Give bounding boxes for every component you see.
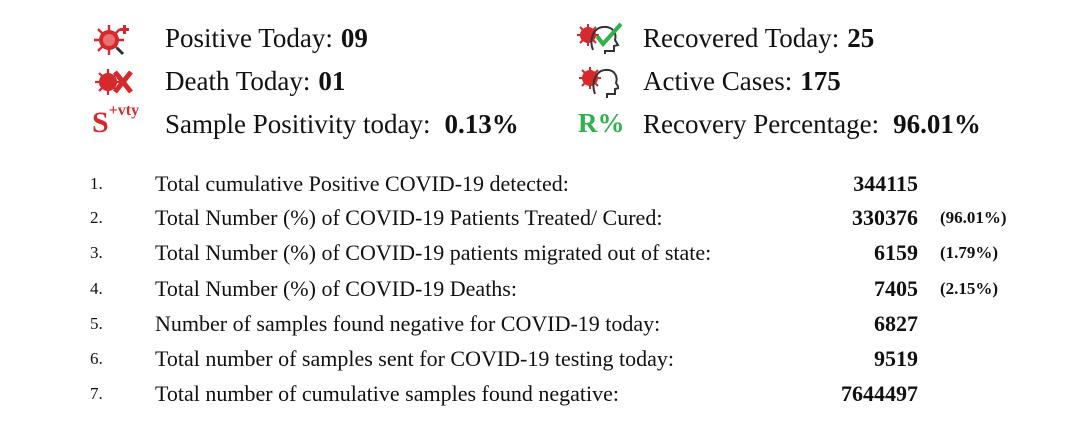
death-today-value: 01 [318,65,346,96]
active-cases-value: 175 [800,65,841,96]
sample-positivity-stat: Sample Positivity today: 0.13% [165,106,519,142]
row-percent: (1.79%) [940,243,999,262]
row-value: 6159 [874,240,918,265]
recovered-today-label: Recovered Today: [643,22,840,53]
sample-positivity-value: 0.13% [444,108,519,139]
recovered-today-stat: Recovered Today: 25 [643,20,874,56]
recovered-today-value: 25 [847,22,875,53]
row-text: Total number of cumulative samples found… [155,381,619,406]
row-number: 4. [90,279,103,298]
positive-today-value: 09 [340,22,368,53]
recovered-head-check-icon [577,22,623,54]
row-value: 344115 [853,171,918,196]
row-number: 1. [90,174,103,193]
list-item: 5. Number of samples found negative for … [0,311,1080,341]
row-number: 5. [90,314,103,333]
row-number: 7. [90,384,103,403]
list-item: 1. Total cumulative Positive COVID-19 de… [0,171,1080,201]
row-number: 3. [90,243,103,262]
positive-today-label: Positive Today: [165,22,333,53]
sample-positivity-symbol-main: S [92,106,109,139]
virus-plus-icon [94,25,129,56]
sample-positivity-label: Sample Positivity today: [165,108,431,139]
row-value: 330376 [852,205,918,230]
row-number: 2. [90,208,103,227]
row-text: Total Number (%) of COVID-19 patients mi… [155,240,712,265]
row-percent: (2.15%) [940,279,999,298]
sample-positivity-symbol: S+vty [92,102,139,140]
row-value: 7405 [874,276,918,301]
list-item: 2. Total Number (%) of COVID-19 Patients… [0,205,1080,235]
recovery-percentage-value: 96.01% [893,108,981,139]
death-today-label: Death Today: [165,65,311,96]
positive-today-stat: Positive Today: 09 [165,20,368,56]
row-percent: (96.01%) [940,208,1007,227]
recovery-percentage-stat: Recovery Percentage: 96.01% [643,106,981,142]
recovery-percentage-symbol: R% [578,108,625,138]
row-text: Total Number (%) of COVID-19 Patients Tr… [155,205,663,230]
row-value: 6827 [874,311,918,336]
row-text: Total Number (%) of COVID-19 Deaths: [155,276,517,301]
virus-cross-icon [95,69,133,95]
list-item: 7. Total number of cumulative samples fo… [0,381,1080,411]
list-item: 4. Total Number (%) of COVID-19 Deaths: … [0,276,1080,306]
row-number: 6. [90,349,103,368]
row-value: 7644497 [841,381,918,406]
active-cases-stat: Active Cases: 175 [643,63,841,99]
virus-head-icon [579,67,619,98]
list-item: 6. Total number of samples sent for COVI… [0,346,1080,376]
row-value: 9519 [874,346,918,371]
row-text: Number of samples found negative for COV… [155,311,661,336]
row-text: Total number of samples sent for COVID-1… [155,346,675,371]
row-text: Total cumulative Positive COVID-19 detec… [155,171,569,196]
list-item: 3. Total Number (%) of COVID-19 patients… [0,240,1080,270]
death-today-stat: Death Today: 01 [165,63,345,99]
sample-positivity-symbol-sup: +vty [108,102,140,119]
recovery-percentage-label: Recovery Percentage: [643,108,880,139]
active-cases-label: Active Cases: [643,65,793,96]
